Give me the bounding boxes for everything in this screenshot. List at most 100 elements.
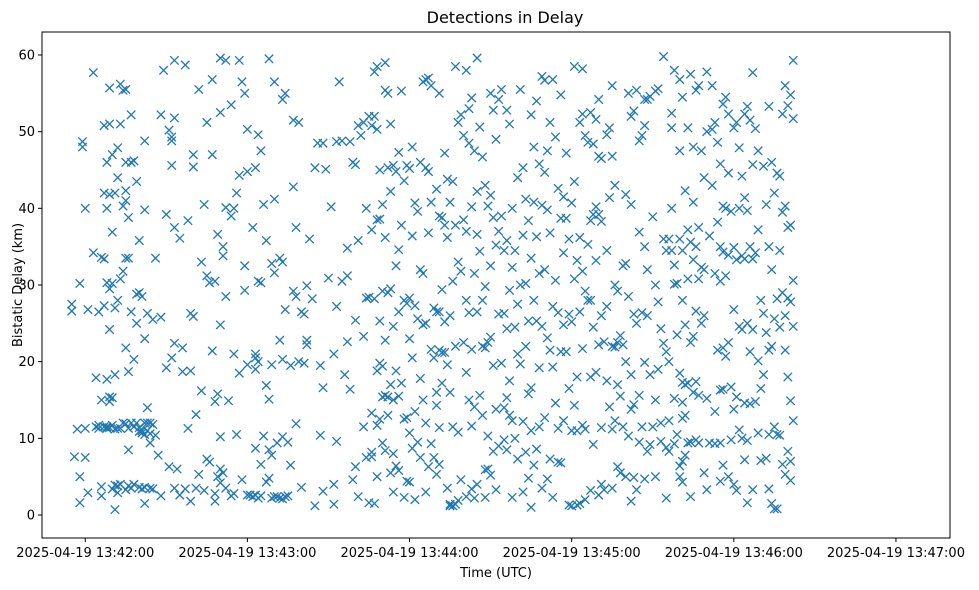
data-point: [723, 337, 734, 348]
data-point: [131, 176, 142, 187]
data-point: [199, 199, 209, 210]
data-point: [175, 233, 185, 243]
data-point: [134, 288, 144, 298]
data-point: [634, 390, 644, 401]
data-point: [572, 500, 582, 510]
data-point: [415, 373, 425, 384]
data-point: [648, 212, 658, 222]
data-point: [145, 418, 155, 428]
x-tick-label: 2025-04-19 13:44:00: [340, 546, 478, 561]
data-point: [80, 423, 90, 434]
data-point: [769, 188, 780, 198]
data-point: [342, 271, 353, 281]
data-point: [94, 423, 104, 434]
data-point: [250, 364, 261, 374]
data-point: [415, 452, 425, 463]
data-point: [210, 396, 220, 407]
data-point: [512, 454, 523, 464]
data-point: [434, 88, 444, 98]
data-point: [104, 396, 115, 407]
data-point: [545, 228, 555, 238]
data-point: [631, 318, 642, 328]
data-point: [539, 265, 550, 275]
data-point: [715, 242, 725, 252]
data-point: [358, 422, 369, 432]
data-point: [275, 253, 285, 263]
data-point: [115, 119, 126, 129]
data-point: [656, 418, 666, 428]
data-point: [680, 320, 690, 330]
data-point: [669, 65, 680, 75]
data-point: [367, 120, 377, 131]
data-point: [496, 84, 507, 95]
data-point: [626, 199, 636, 210]
data-point: [664, 446, 674, 457]
data-point: [680, 380, 690, 390]
data-point: [675, 146, 685, 156]
data-point: [672, 429, 682, 440]
data-point: [129, 479, 139, 489]
data-point: [383, 288, 393, 298]
data-point: [618, 340, 628, 350]
y-tick-label: 40: [18, 202, 35, 217]
data-point: [442, 232, 453, 243]
data-point: [412, 437, 423, 447]
data-point: [766, 341, 777, 351]
data-point: [523, 473, 534, 483]
data-point: [534, 363, 544, 373]
data-point: [685, 337, 696, 348]
data-point: [531, 232, 542, 242]
data-point: [396, 86, 407, 96]
data-point: [445, 197, 455, 207]
data-point: [77, 136, 88, 147]
data-point: [556, 458, 566, 468]
data-point: [545, 345, 555, 355]
data-point: [469, 402, 480, 412]
data-point: [140, 205, 150, 215]
data-point: [156, 312, 166, 322]
data-point: [423, 166, 434, 177]
data-point: [785, 475, 796, 486]
data-point: [777, 109, 788, 119]
data-point: [302, 281, 312, 291]
data-point: [353, 491, 363, 502]
data-point: [161, 363, 171, 373]
data-point: [502, 324, 512, 334]
x-tick-label: 2025-04-19 13:47:00: [827, 546, 965, 561]
data-point: [367, 447, 377, 457]
data-point: [564, 309, 574, 319]
data-point: [234, 55, 244, 66]
data-point: [75, 278, 85, 289]
data-point: [429, 452, 439, 463]
data-point: [702, 485, 712, 495]
data-point: [399, 492, 409, 503]
data-point: [388, 160, 398, 171]
data-point: [526, 383, 536, 393]
data-point: [764, 429, 774, 440]
data-point: [523, 215, 534, 226]
data-point: [456, 475, 466, 485]
data-point: [118, 201, 128, 211]
data-point: [407, 231, 417, 241]
data-point: [691, 85, 701, 95]
data-point: [421, 487, 431, 497]
data-point: [748, 324, 758, 335]
data-point: [161, 209, 171, 220]
data-point: [402, 412, 412, 423]
data-point: [780, 345, 790, 355]
data-point: [645, 370, 655, 380]
data-point: [621, 357, 631, 367]
data-point: [739, 192, 750, 203]
data-point: [183, 423, 193, 434]
data-point: [118, 266, 128, 276]
data-point: [377, 286, 388, 296]
data-point: [67, 299, 77, 309]
data-point: [199, 485, 209, 496]
data-point: [267, 450, 277, 460]
data-point: [369, 111, 380, 121]
data-point: [96, 395, 107, 405]
data-point: [148, 314, 158, 325]
data-point: [580, 130, 590, 141]
data-point: [283, 437, 293, 447]
data-point: [542, 333, 553, 343]
